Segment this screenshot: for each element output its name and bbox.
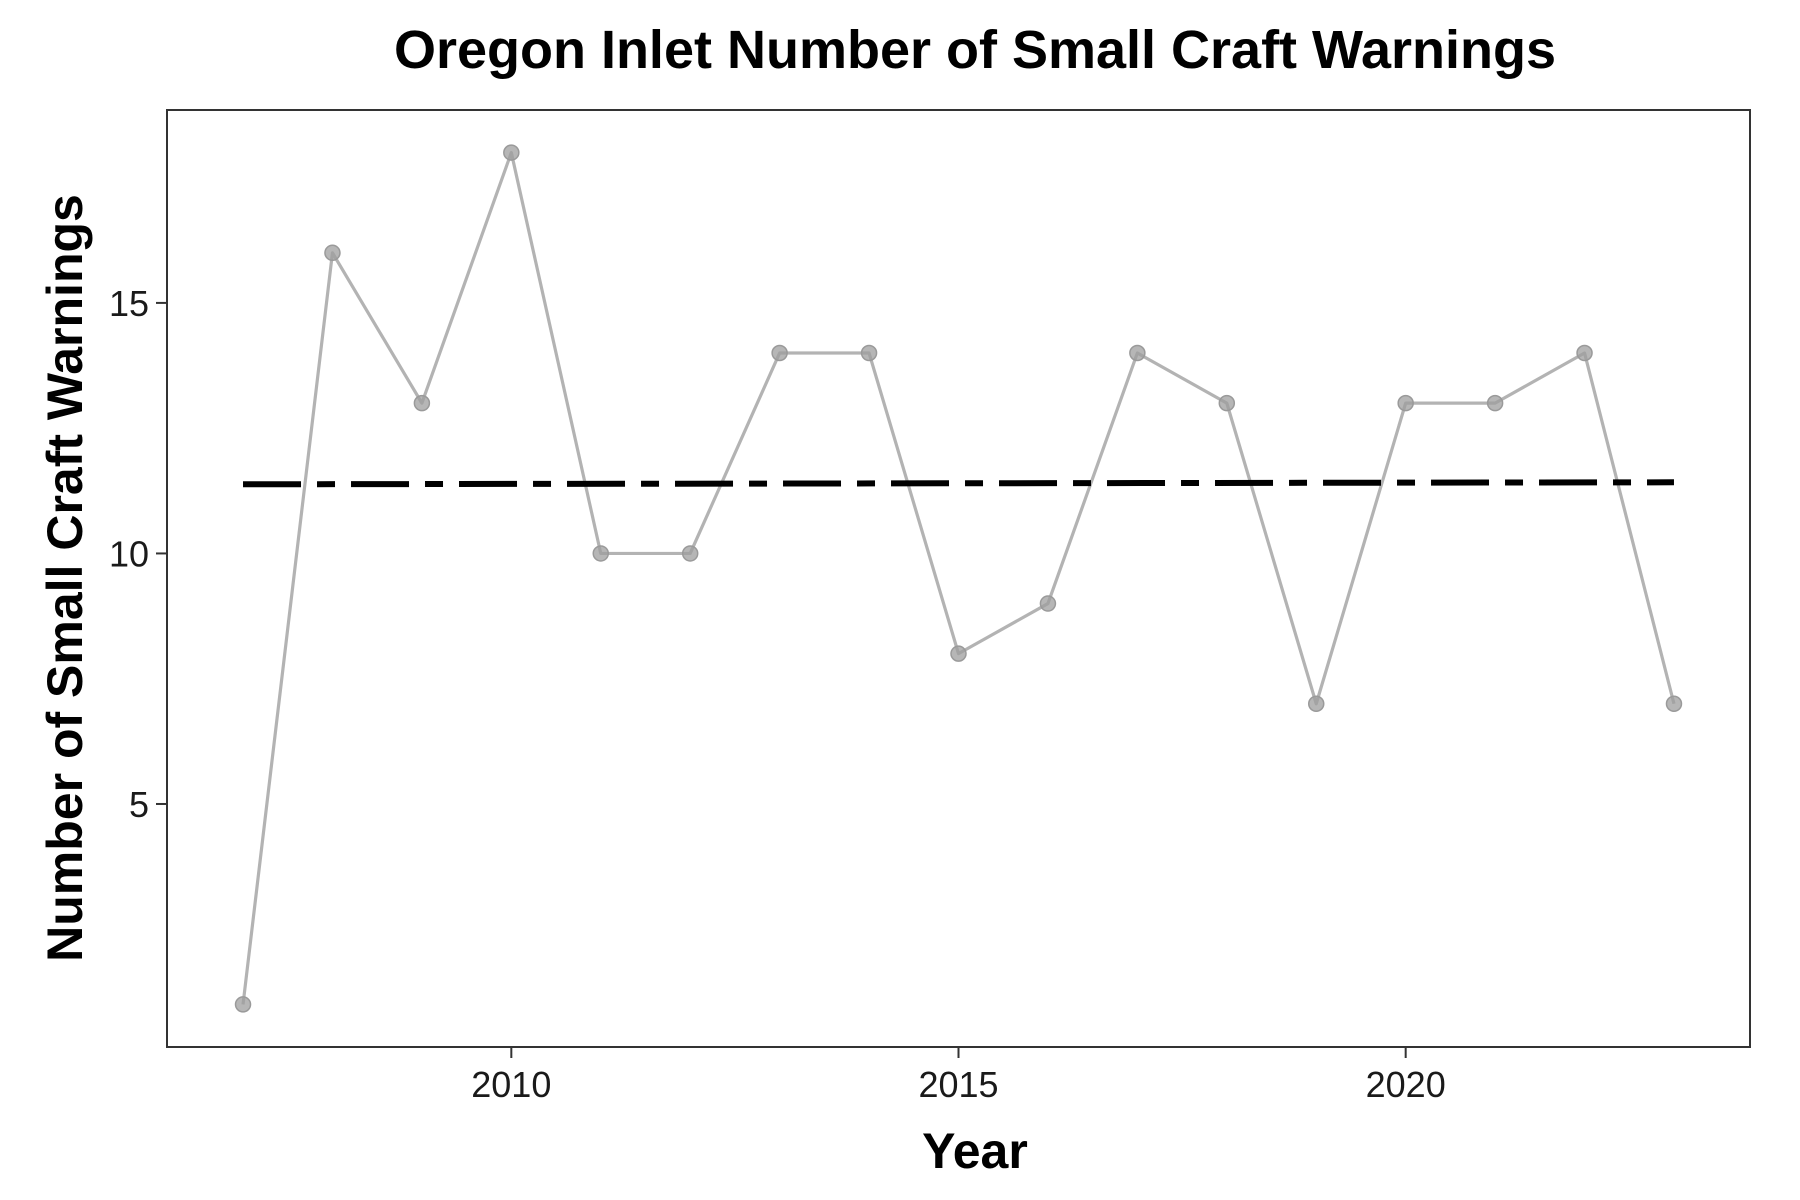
data-point xyxy=(1486,394,1504,412)
data-point xyxy=(1218,394,1236,412)
x-tick-label: 2015 xyxy=(918,1064,998,1105)
data-point xyxy=(324,244,341,262)
data-point xyxy=(1397,394,1414,412)
y-tick-label: 15 xyxy=(109,283,149,324)
y-axis-label: Number of Small Craft Warnings xyxy=(37,194,93,962)
data-point xyxy=(1665,695,1683,713)
chart-title: Oregon Inlet Number of Small Craft Warni… xyxy=(394,20,1556,80)
x-tick-label: 2010 xyxy=(471,1064,551,1105)
data-point xyxy=(1129,344,1146,362)
data-point xyxy=(681,545,699,562)
y-tick-label: 10 xyxy=(109,533,149,574)
data-point xyxy=(413,394,431,412)
data-point xyxy=(1576,344,1593,362)
y-tick-label: 5 xyxy=(129,784,149,825)
data-point xyxy=(950,645,967,662)
data-point xyxy=(234,996,252,1013)
data-point xyxy=(771,344,788,362)
x-tick-label: 2020 xyxy=(1366,1064,1446,1105)
trend-line xyxy=(243,479,1674,488)
data-point xyxy=(503,144,520,161)
data-point xyxy=(1307,695,1325,713)
data-point xyxy=(860,344,878,362)
data-point xyxy=(1039,595,1057,612)
x-axis-label: Year xyxy=(922,1123,1028,1179)
data-point xyxy=(592,545,610,562)
plot-panel xyxy=(166,109,1751,1048)
